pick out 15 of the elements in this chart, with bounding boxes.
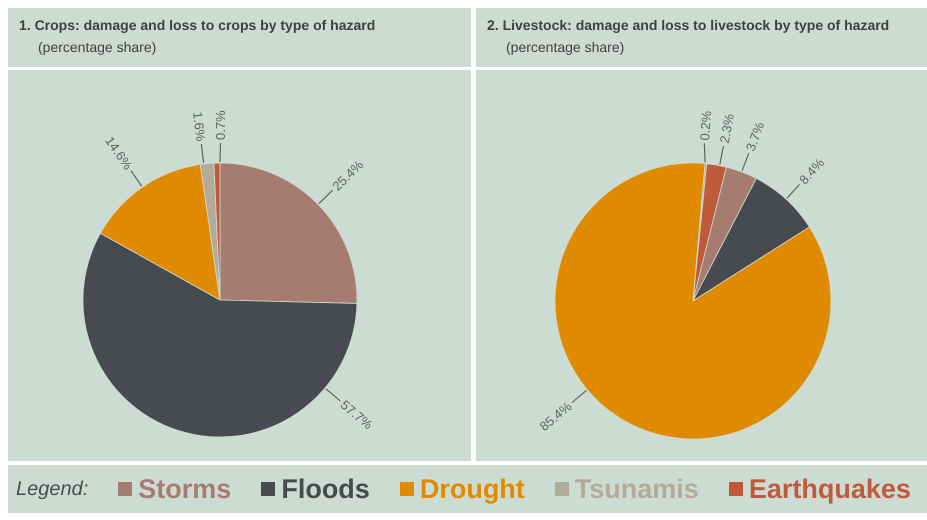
data-label: 0.7% — [212, 110, 228, 140]
chart-subtitle: (percentage share) — [38, 39, 156, 55]
chart-title: 2. Livestock: damage and loss to livestock by type of hazard — [487, 17, 890, 33]
legend-label: Earthquakes — [748, 474, 911, 504]
data-label: 2.3% — [716, 112, 738, 144]
legend-title: Legend: — [16, 478, 88, 500]
chart-subtitle: (percentage share) — [506, 39, 624, 55]
data-label: 1.6% — [190, 110, 208, 142]
legend-label: Floods — [281, 474, 370, 504]
legend-label: Tsunamis — [574, 474, 699, 504]
legend-label: Storms — [138, 474, 232, 504]
legend-label: Drought — [420, 474, 525, 504]
data-label: 3.7% — [742, 120, 768, 153]
data-label: 0.2% — [697, 110, 714, 141]
chart-title: 1. Crops: damage and loss to crops by type of hazard — [19, 17, 376, 33]
